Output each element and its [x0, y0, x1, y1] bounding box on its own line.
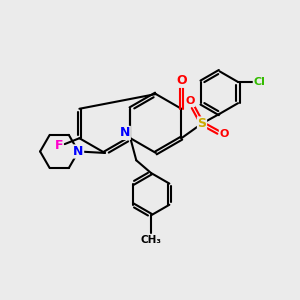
Text: O: O	[219, 129, 229, 139]
Text: O: O	[176, 74, 187, 87]
Text: N: N	[120, 126, 130, 140]
Text: O: O	[185, 96, 195, 106]
Text: F: F	[55, 139, 63, 152]
Text: CH₃: CH₃	[140, 235, 161, 244]
Text: N: N	[73, 145, 84, 158]
Text: S: S	[197, 117, 206, 130]
Text: Cl: Cl	[253, 77, 265, 87]
